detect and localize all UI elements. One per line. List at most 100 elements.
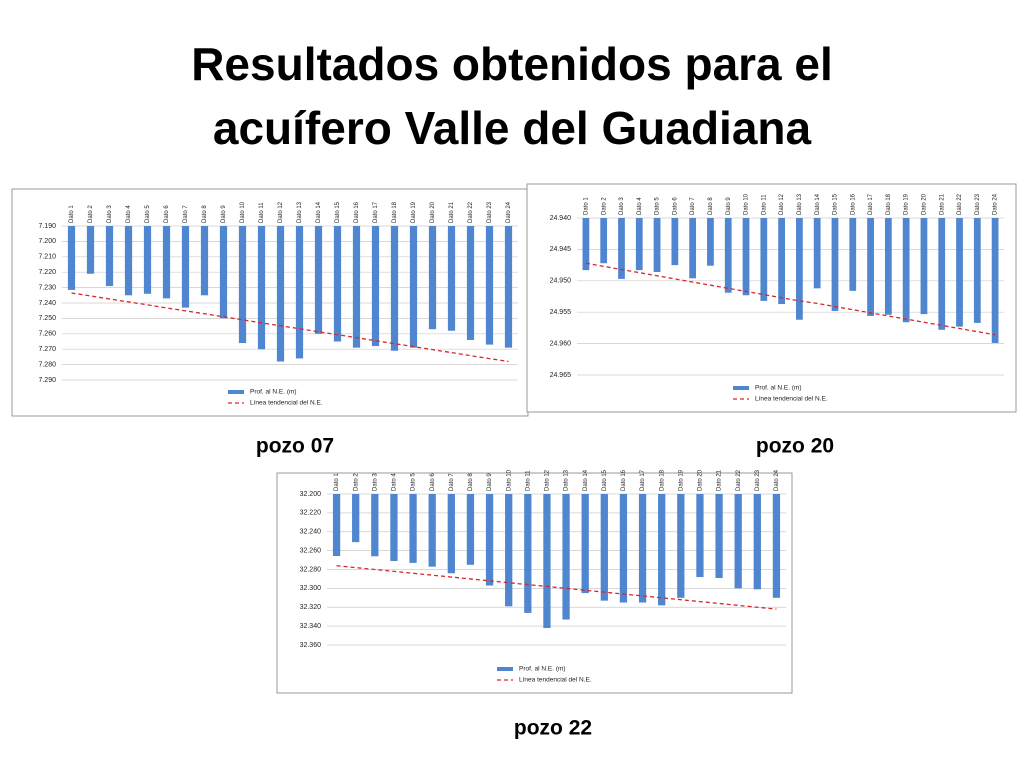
- x-tick-label: Dato 1: [583, 197, 589, 215]
- chart-frame: [526, 183, 1017, 413]
- legend-label: Prof. al N.E. (m): [755, 385, 802, 392]
- y-tick-label: 24.945: [550, 246, 572, 253]
- bar: [618, 218, 625, 279]
- x-tick-label: Dato 3: [107, 205, 113, 223]
- x-tick-label: Dato 4: [126, 205, 132, 223]
- chart-caption: pozo 22: [514, 717, 592, 740]
- bar: [707, 218, 714, 266]
- x-tick-label: Dato 2: [601, 197, 607, 215]
- chart-frame: [11, 188, 529, 417]
- bar: [973, 218, 981, 323]
- bar: [849, 218, 857, 291]
- bar: [689, 218, 697, 279]
- legend-label: Línea tendencial del N.E.: [755, 396, 828, 403]
- bar: [352, 226, 361, 348]
- y-tick-label: 7.220: [38, 269, 56, 276]
- x-tick-label: Dato 10: [240, 201, 246, 223]
- bar: [635, 218, 643, 271]
- x-tick-label: Dato 22: [957, 193, 963, 215]
- bar: [991, 218, 999, 343]
- x-tick-label: Dato 11: [259, 202, 265, 223]
- y-tick-label: 24.965: [550, 372, 572, 379]
- bar: [753, 494, 761, 590]
- bar: [600, 218, 608, 264]
- bar: [219, 226, 228, 319]
- x-tick-label: Dato 3: [372, 473, 378, 491]
- bar: [696, 494, 704, 578]
- bar: [143, 226, 152, 294]
- bar: [562, 494, 570, 620]
- x-tick-label: Dato 6: [164, 205, 170, 223]
- x-tick-label: Dato 23: [755, 469, 761, 491]
- x-tick-label: Dato 8: [202, 205, 208, 223]
- y-tick-label: 24.950: [550, 278, 572, 285]
- bar: [504, 226, 513, 348]
- y-tick-label: 32.340: [300, 623, 322, 630]
- legend-label: Línea tendencial del N.E.: [250, 400, 323, 407]
- x-tick-label: Dato 22: [736, 469, 742, 491]
- slide-title: acuífero Valle del Guadiana: [213, 102, 812, 154]
- y-tick-label: 7.190: [38, 223, 56, 230]
- bar: [658, 494, 666, 606]
- trend-line: [71, 292, 509, 363]
- x-tick-label: Dato 4: [392, 473, 398, 491]
- bar: [760, 218, 768, 301]
- bar: [371, 494, 379, 557]
- bar: [956, 218, 963, 327]
- y-tick-label: 7.210: [38, 254, 56, 261]
- x-tick-label: Dato 17: [373, 201, 379, 223]
- x-tick-label: Dato 20: [698, 469, 704, 491]
- x-tick-label: Dato 24: [506, 201, 512, 223]
- bar: [543, 494, 551, 629]
- x-tick-label: Dato 21: [449, 201, 455, 223]
- x-tick-label: Dato 12: [779, 193, 785, 215]
- chart-caption: pozo 07: [256, 435, 334, 458]
- bar: [371, 226, 380, 347]
- x-tick-label: Dato 10: [506, 469, 512, 491]
- slide-title: Resultados obtenidos para el: [191, 38, 833, 90]
- x-tick-label: Dato 1: [334, 473, 340, 491]
- x-tick-label: Dato 5: [145, 205, 151, 223]
- legend-swatch: [733, 386, 749, 390]
- x-tick-label: Dato 14: [815, 193, 821, 215]
- y-tick-label: 7.270: [38, 346, 56, 353]
- bar: [619, 494, 628, 603]
- x-tick-label: Dato 12: [545, 469, 551, 491]
- bar: [485, 226, 494, 345]
- bar: [505, 494, 513, 607]
- bar: [352, 494, 360, 543]
- bar: [677, 494, 685, 598]
- y-tick-label: 32.360: [300, 642, 322, 649]
- y-tick-label: 7.200: [38, 238, 56, 245]
- x-tick-label: Dato 14: [316, 201, 322, 223]
- x-tick-label: Dato 20: [922, 193, 928, 215]
- x-tick-label: Dato 18: [659, 469, 665, 491]
- x-tick-label: Dato 13: [297, 201, 303, 223]
- x-tick-label: Dato 24: [993, 193, 999, 215]
- y-tick-label: 7.250: [38, 315, 56, 322]
- x-tick-label: Dato 7: [690, 197, 696, 215]
- bar: [390, 494, 398, 562]
- legend-swatch: [228, 390, 244, 394]
- bar: [428, 226, 437, 330]
- bar: [653, 218, 661, 273]
- legend-label: Prof. al N.E. (m): [250, 389, 297, 396]
- bar: [67, 226, 76, 290]
- bar: [715, 494, 723, 578]
- bar: [181, 226, 190, 308]
- x-tick-label: Dato 17: [868, 193, 874, 215]
- chart-caption: pozo 20: [756, 435, 834, 458]
- bar: [447, 494, 455, 574]
- bar: [409, 494, 417, 563]
- bar: [390, 226, 399, 351]
- x-tick-label: Dato 8: [468, 473, 474, 491]
- bar: [671, 218, 679, 266]
- y-tick-label: 32.300: [300, 585, 322, 592]
- bar: [447, 226, 456, 331]
- bar: [772, 494, 781, 598]
- x-tick-label: Dato 6: [430, 473, 436, 491]
- x-tick-label: Dato 22: [468, 201, 474, 223]
- bar: [333, 226, 342, 342]
- x-tick-label: Dato 13: [564, 469, 570, 491]
- x-tick-label: Dato 14: [583, 469, 589, 491]
